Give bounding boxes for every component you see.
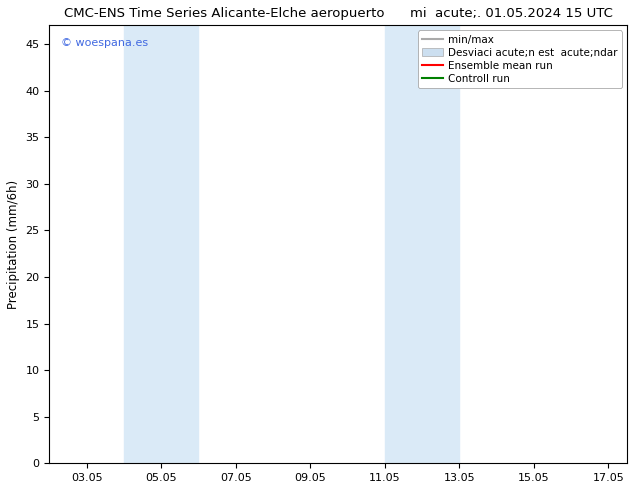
Title: CMC-ENS Time Series Alicante-Elche aeropuerto      mi  acute;. 01.05.2024 15 UTC: CMC-ENS Time Series Alicante-Elche aerop… [64,7,612,20]
Bar [124,25,198,464]
Bar [385,25,459,464]
Legend: min/max, Desviaci acute;n est  acute;ndar, Ensemble mean run, Controll run: min/max, Desviaci acute;n est acute;ndar… [418,30,622,88]
Y-axis label: Precipitation (mm/6h): Precipitation (mm/6h) [7,180,20,309]
Text: © woespana.es: © woespana.es [61,38,148,49]
